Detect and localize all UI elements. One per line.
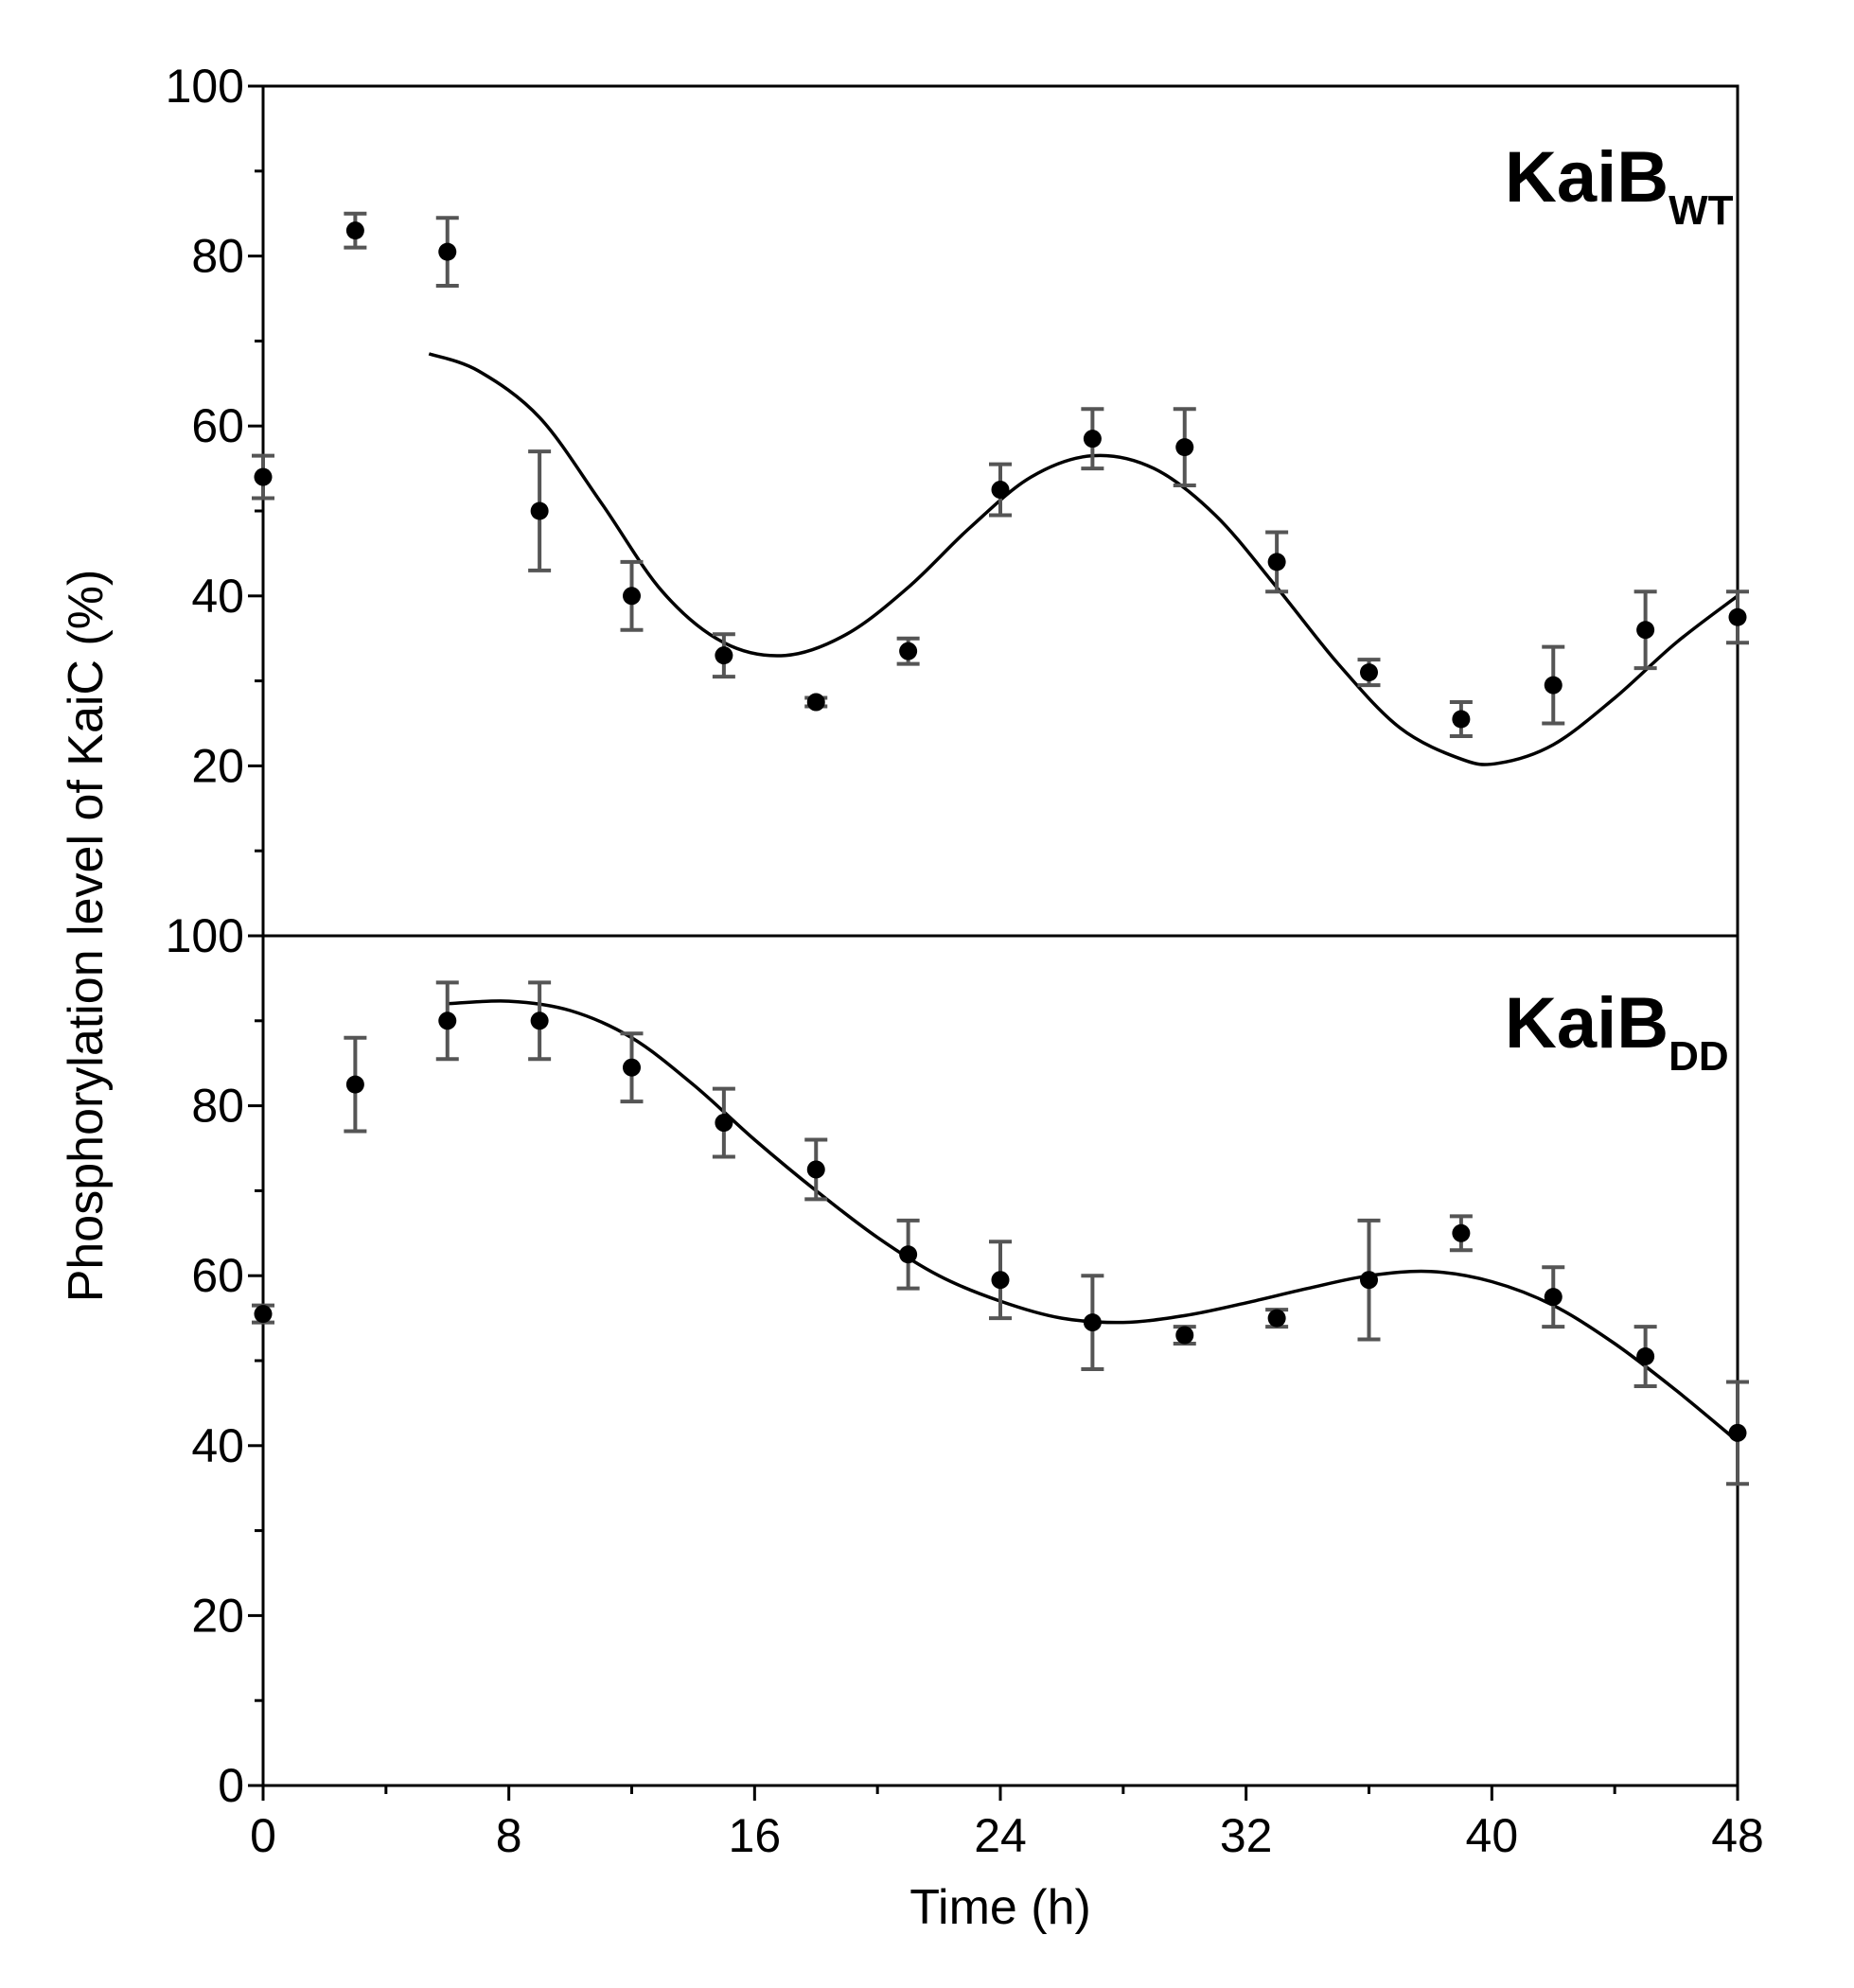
data-point-KaiB_DD-11 <box>1267 1309 1286 1328</box>
data-point-KaiB_WT-9 <box>1083 430 1102 449</box>
data-point-KaiB_DD-13 <box>1452 1223 1471 1242</box>
data-point-KaiB_DD-2 <box>438 1012 457 1030</box>
x-axis-title: Time (h) <box>909 1880 1091 1935</box>
data-point-KaiB_DD-6 <box>806 1160 825 1179</box>
x-tick-label-5: 40 <box>1466 1809 1519 1862</box>
data-point-KaiB_WT-13 <box>1452 710 1471 729</box>
data-point-KaiB_WT-11 <box>1267 553 1286 572</box>
top-panel-title: KaiBWT <box>1505 137 1734 234</box>
data-point-KaiB_DD-15 <box>1636 1347 1655 1366</box>
y-tick-label-p1-3: 40 <box>191 1419 244 1472</box>
y-tick-label-p0-3: 40 <box>191 570 244 623</box>
data-point-KaiB_WT-8 <box>991 481 1010 500</box>
data-point-KaiB_WT-16 <box>1728 607 1747 626</box>
fit-curves <box>428 352 1739 1443</box>
x-tick-label-4: 32 <box>1220 1809 1273 1862</box>
data-point-KaiB_DD-1 <box>345 1075 364 1094</box>
data-point-KaiB_WT-10 <box>1175 438 1194 457</box>
data-point-KaiB_WT-5 <box>715 646 733 665</box>
y-axis-title: Phosphorylation level of KaiC (%) <box>59 570 114 1303</box>
data-point-KaiB_WT-0 <box>254 467 273 486</box>
data-point-KaiB_WT-2 <box>438 242 457 261</box>
y-tick-label-p1-2: 60 <box>191 1249 244 1302</box>
y-tick-label-p1-1: 80 <box>191 1080 244 1133</box>
data-point-KaiB_WT-3 <box>530 501 549 520</box>
top-panel-title-sub: WT <box>1669 187 1734 234</box>
data-point-KaiB_DD-4 <box>623 1058 641 1077</box>
y-tick-label-p0-4: 20 <box>191 739 244 792</box>
data-point-KaiB_DD-16 <box>1728 1423 1747 1442</box>
top-panel-title-main: KaiB <box>1505 137 1669 218</box>
data-point-KaiB_WT-1 <box>345 221 364 240</box>
data-point-KaiB_WT-4 <box>623 587 641 606</box>
x-tick-label-6: 48 <box>1711 1809 1764 1862</box>
y-tick-label-p0-0: 100 <box>166 60 244 113</box>
y-tick-label-p0-1: 80 <box>191 230 244 283</box>
x-tick-label-0: 0 <box>250 1809 276 1862</box>
y-tick-label-p1-5: 0 <box>218 1759 244 1812</box>
bottom-panel-title-main: KaiB <box>1505 983 1669 1064</box>
data-point-KaiB_WT-15 <box>1636 621 1655 640</box>
x-tick-label-1: 8 <box>496 1809 522 1862</box>
data-point-KaiB_DD-7 <box>899 1245 918 1264</box>
x-tick-label-2: 16 <box>729 1809 782 1862</box>
y-tick-label-p1-0: 100 <box>166 909 244 962</box>
data-point-KaiB_DD-10 <box>1175 1326 1194 1345</box>
bottom-panel-title-sub: DD <box>1669 1033 1729 1080</box>
bottom-panel-title: KaiBDD <box>1505 983 1729 1080</box>
fit-curve-KaiB_WT <box>428 352 1739 766</box>
data-point-KaiB_DD-3 <box>530 1012 549 1030</box>
axis-ticks: 0 8 16 24 32 40 48 100 80 60 40 20 100 80 60 40 20 0 <box>166 60 1764 1862</box>
data-point-KaiB_DD-12 <box>1360 1271 1378 1290</box>
data-point-KaiB_DD-5 <box>715 1114 733 1133</box>
data-point-KaiB_WT-7 <box>899 642 918 660</box>
x-tick-label-3: 24 <box>974 1809 1027 1862</box>
y-tick-label-p0-2: 60 <box>191 399 244 452</box>
data-point-KaiB_WT-6 <box>806 693 825 712</box>
data-point-KaiB_WT-14 <box>1544 676 1563 695</box>
y-tick-label-p1-4: 20 <box>191 1589 244 1642</box>
data-point-KaiB_DD-9 <box>1083 1313 1102 1332</box>
data-points <box>254 221 1747 1442</box>
data-point-KaiB_WT-12 <box>1360 663 1378 682</box>
data-point-KaiB_DD-14 <box>1544 1288 1563 1307</box>
fit-curve-KaiB_DD <box>447 999 1739 1443</box>
data-point-KaiB_DD-8 <box>991 1271 1010 1290</box>
data-point-KaiB_DD-0 <box>254 1305 273 1324</box>
